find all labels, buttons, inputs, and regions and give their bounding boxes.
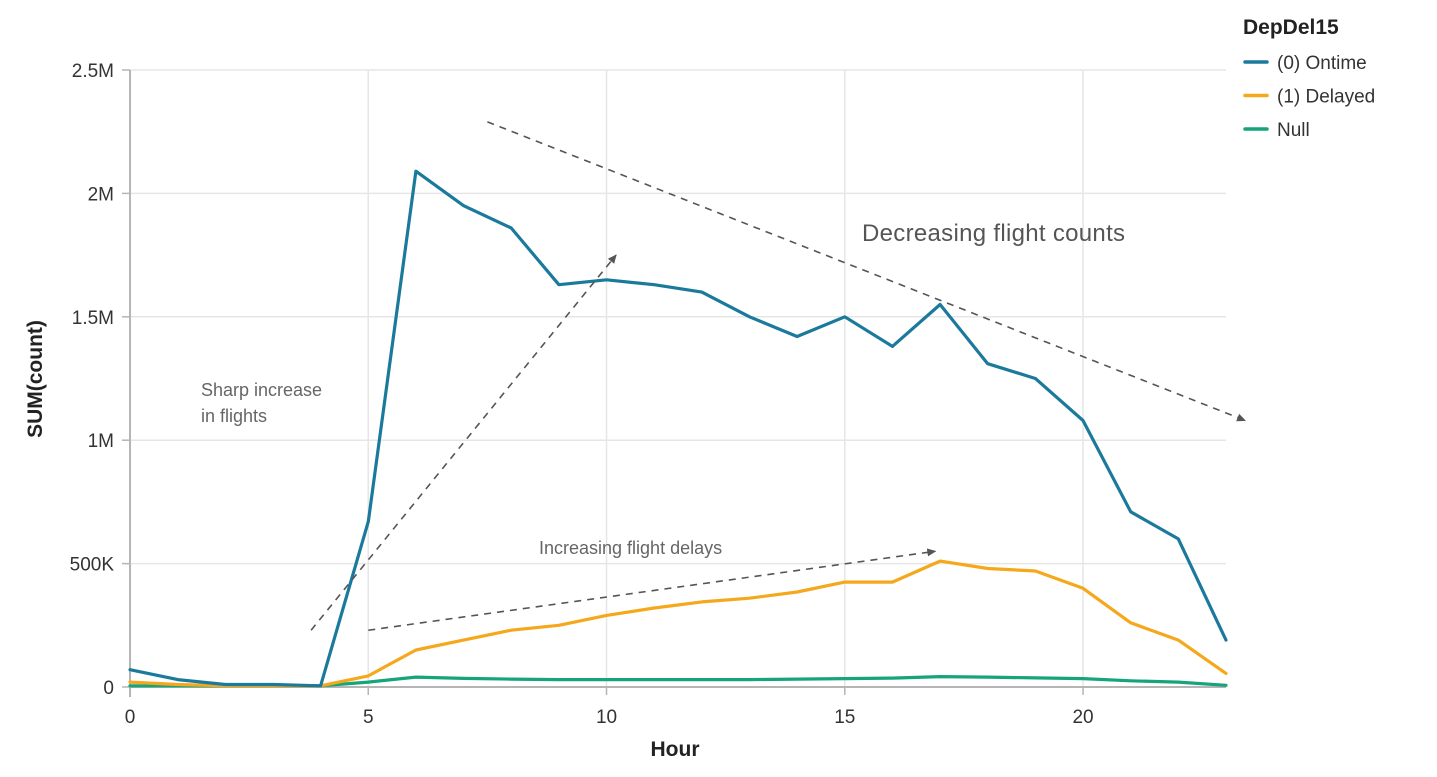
legend-label-1-delayed: (1) Delayed	[1277, 87, 1375, 108]
x-gridlines	[367, 70, 1084, 687]
annotation-increasing-flight-delays: Increasing flight delays	[539, 538, 722, 558]
y-tick-label: 2.5M	[72, 61, 114, 82]
legend-label-0-ontime: (0) Ontime	[1277, 53, 1367, 74]
x-tick-label: 5	[363, 707, 374, 728]
sharp-increase-arrow	[310, 254, 617, 631]
series-line-0-ontime	[128, 169, 1228, 688]
y-tick-label: 1M	[88, 431, 114, 452]
legend-label-null: Null	[1277, 120, 1310, 141]
x-tick-label: 15	[834, 707, 855, 728]
x-tick-label: 10	[596, 707, 617, 728]
x-tick-label: 20	[1072, 707, 1093, 728]
legend-title: DepDel15	[1243, 16, 1339, 39]
y-tick-label: 500K	[70, 555, 115, 576]
series-lines	[128, 169, 1228, 688]
y-tick-label: 2M	[88, 184, 114, 205]
y-tick-label: 0	[103, 678, 114, 699]
annotation-sharp-increase-line2: in flights	[201, 406, 267, 426]
delays-arrow	[368, 548, 937, 632]
y-tick-label: 1.5M	[72, 308, 114, 329]
legend: DepDel15 (0) Ontime (1) Delayed Null	[1243, 16, 1375, 141]
y-axis-title: SUM(count)	[24, 320, 47, 438]
y-tick-labels: 0 500K 1M 1.5M 2M 2.5M	[70, 61, 130, 699]
decreasing-arrow	[487, 121, 1246, 422]
y-gridlines	[130, 69, 1226, 565]
annotation-decreasing-flight-counts: Decreasing flight counts	[862, 220, 1125, 247]
series-line-1-delayed	[128, 559, 1228, 688]
x-axis-title: Hour	[651, 738, 700, 761]
x-tick-labels: 0 5 10 15 20	[125, 687, 1094, 728]
annotation-sharp-increase-line1: Sharp increase	[201, 380, 322, 400]
x-tick-label: 0	[125, 707, 136, 728]
annotation-arrows	[310, 121, 1246, 632]
